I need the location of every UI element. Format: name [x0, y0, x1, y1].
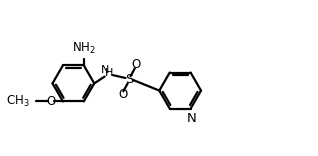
Text: O: O — [47, 95, 56, 108]
Text: O: O — [118, 88, 127, 101]
Text: N: N — [100, 65, 109, 75]
Text: H: H — [105, 68, 114, 78]
Text: N: N — [186, 112, 196, 124]
Text: NH$_2$: NH$_2$ — [72, 41, 96, 56]
Text: CH$_3$: CH$_3$ — [6, 94, 30, 109]
Text: O: O — [131, 58, 140, 71]
Text: S: S — [125, 73, 133, 86]
